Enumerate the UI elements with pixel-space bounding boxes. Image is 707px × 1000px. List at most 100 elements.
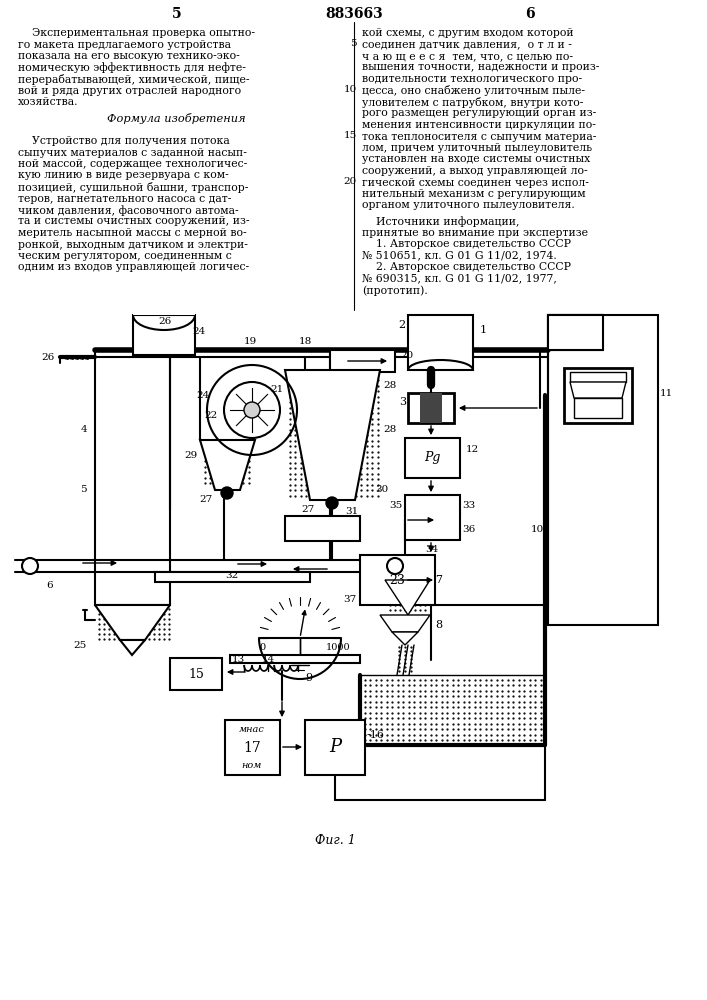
Text: 30: 30 [375, 486, 388, 494]
Text: перерабатывающей, химической, пище-: перерабатывающей, химической, пище- [18, 74, 250, 85]
Text: 27: 27 [200, 495, 213, 504]
Text: 2: 2 [398, 320, 405, 330]
Text: ческим регулятором, соединенным с: ческим регулятором, соединенным с [18, 251, 232, 261]
Bar [155, 572, 310, 582]
Circle shape [224, 382, 280, 438]
Text: 10: 10 [531, 526, 544, 534]
Text: 26: 26 [158, 318, 172, 326]
Text: номическую эффективность для нефте-: номическую эффективность для нефте- [18, 62, 246, 73]
Text: органом улиточного пылеуловителя.: органом улиточного пылеуловителя. [362, 200, 575, 211]
Text: уловителем с патрубком, внутри кото-: уловителем с патрубком, внутри кото- [362, 97, 583, 108]
Circle shape [326, 497, 338, 509]
Text: 29: 29 [185, 450, 198, 460]
Bar [170, 658, 222, 690]
Text: 6: 6 [525, 7, 534, 21]
Text: вой и ряда других отраслей народного: вой и ряда других отраслей народного [18, 86, 241, 96]
Text: 31: 31 [345, 508, 358, 516]
Text: ч а ю щ е е с я  тем, что, с целью по-: ч а ю щ е е с я тем, что, с целью по- [362, 51, 573, 61]
Text: 35: 35 [389, 500, 402, 510]
Text: № 510651, кл. G 01 G 11/02, 1974.: № 510651, кл. G 01 G 11/02, 1974. [362, 250, 556, 260]
Text: менения интенсивности циркуляции по-: менения интенсивности циркуляции по- [362, 120, 596, 130]
Text: 5: 5 [351, 39, 357, 48]
Polygon shape [95, 605, 170, 640]
Polygon shape [120, 640, 145, 655]
Text: ронкой, выходным датчиком и электри-: ронкой, выходным датчиком и электри- [18, 239, 248, 249]
Text: принятые во внимание при экспертизе: принятые во внимание при экспертизе [362, 228, 588, 237]
Bar [95, 350, 170, 605]
Polygon shape [200, 440, 255, 490]
Text: мнас: мнас [239, 726, 265, 734]
Text: 18: 18 [298, 338, 312, 347]
Circle shape [221, 487, 233, 499]
Text: 14: 14 [262, 656, 275, 664]
Text: 37: 37 [344, 595, 357, 604]
Bar [330, 350, 395, 372]
Polygon shape [380, 615, 430, 632]
Text: Формула изобретения: Формула изобретения [107, 112, 245, 123]
Text: 15: 15 [188, 668, 204, 680]
Text: 1000: 1000 [326, 643, 350, 652]
Text: 20: 20 [344, 178, 357, 186]
Text: 6: 6 [47, 580, 53, 589]
Text: (прототип).: (прототип). [362, 285, 428, 296]
Text: Фиг. 1: Фиг. 1 [315, 834, 356, 846]
Text: 27: 27 [302, 506, 315, 514]
Text: чиком давления, фасовочного автома-: чиком давления, фасовочного автома- [18, 205, 239, 216]
Circle shape [22, 558, 38, 574]
Text: Р: Р [329, 738, 341, 756]
Text: та и системы очистных сооружений, из-: та и системы очистных сооружений, из- [18, 217, 250, 227]
Text: рого размещен регулирующий орган из-: рого размещен регулирующий орган из- [362, 108, 596, 118]
Text: гической схемы соединен через испол-: гической схемы соединен через испол- [362, 178, 589, 188]
Text: 1: 1 [480, 325, 487, 335]
Text: сооружений, а выход управляющей ло-: сооружений, а выход управляющей ло- [362, 166, 588, 176]
Text: лом, причем улиточный пылеуловитель: лом, причем улиточный пылеуловитель [362, 143, 592, 153]
Text: позицией, сушильной башни, транспор-: позицией, сушильной башни, транспор- [18, 182, 248, 193]
Text: 20: 20 [400, 351, 414, 360]
Text: 3: 3 [399, 397, 406, 407]
Text: 5: 5 [173, 7, 182, 21]
Text: Источники информации,: Источники информации, [362, 216, 520, 227]
Text: 5: 5 [81, 486, 87, 494]
Text: хозяйства.: хозяйства. [18, 97, 78, 107]
Text: 23: 23 [389, 574, 405, 586]
Text: 21: 21 [270, 385, 284, 394]
Text: установлен на входе системы очистных: установлен на входе системы очистных [362, 154, 590, 164]
Bar [405, 438, 460, 478]
Text: 24: 24 [192, 328, 205, 336]
Text: 28: 28 [383, 426, 396, 434]
Text: ной массой, содержащее технологичес-: ной массой, содержащее технологичес- [18, 159, 247, 169]
Bar [230, 655, 360, 663]
Text: 24: 24 [197, 390, 210, 399]
Bar [305, 720, 365, 775]
Bar [133, 315, 195, 355]
Text: нительный механизм с регулирующим: нительный механизм с регулирующим [362, 189, 585, 199]
Text: № 690315, кл. G 01 G 11/02, 1977,: № 690315, кл. G 01 G 11/02, 1977, [362, 273, 557, 284]
Text: 36: 36 [462, 526, 475, 534]
Text: -16: -16 [367, 730, 385, 740]
Bar [570, 372, 626, 382]
Text: 34: 34 [426, 546, 438, 554]
Text: одним из входов управляющей логичес-: одним из входов управляющей логичес- [18, 262, 249, 272]
Text: цесса, оно снабжено улиточным пыле-: цесса, оно снабжено улиточным пыле- [362, 86, 585, 97]
Text: 11: 11 [660, 388, 673, 397]
Text: 33: 33 [462, 500, 475, 510]
Text: 7: 7 [435, 575, 442, 585]
Bar [574, 398, 622, 418]
Bar [548, 315, 603, 350]
Bar [564, 368, 632, 423]
Text: 32: 32 [226, 570, 239, 580]
Bar [225, 720, 280, 775]
Bar [548, 315, 658, 625]
Text: водительности технологического про-: водительности технологического про- [362, 74, 582, 84]
Text: 9: 9 [305, 673, 312, 683]
Polygon shape [392, 632, 418, 645]
Bar [408, 393, 454, 423]
Text: 22: 22 [205, 410, 218, 420]
Text: соединен датчик давления,  о т л и -: соединен датчик давления, о т л и - [362, 39, 572, 49]
Bar [285, 516, 360, 541]
Text: кую линию в виде резервуара с ком-: кую линию в виде резервуара с ком- [18, 170, 229, 180]
Text: меритель насыпной массы с мерной во-: меритель насыпной массы с мерной во- [18, 228, 247, 238]
Text: 0: 0 [259, 643, 265, 652]
Polygon shape [385, 580, 430, 615]
Text: 13: 13 [232, 656, 245, 664]
